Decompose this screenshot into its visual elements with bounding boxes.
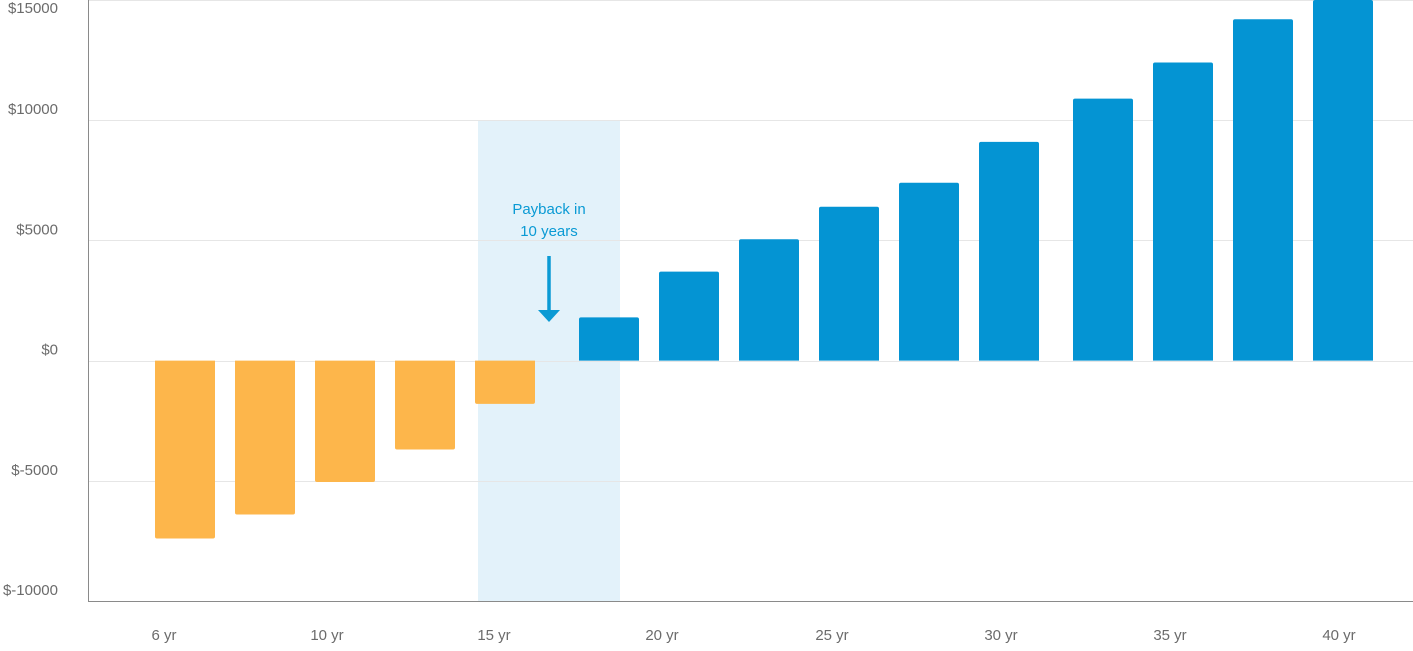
y-axis-tick-labels: $15000 $10000 $5000 $0 $-5000 $-10000 [3, 0, 58, 599]
x-tick-label: 40 yr [1322, 627, 1355, 644]
bar-9 [819, 206, 879, 361]
y-tick-label: $5000 [16, 221, 58, 238]
x-tick-label: 15 yr [477, 627, 510, 644]
x-tick-label: 25 yr [815, 627, 848, 644]
x-axis-tick-labels: 6 yr 10 yr 15 yr 20 yr 25 yr 30 yr 35 yr 40 yr [151, 627, 1355, 644]
bar-1 [155, 360, 215, 539]
payback-annotation: Payback in 10 years [512, 201, 586, 322]
bar-5 [475, 360, 535, 404]
arrow-down-icon [538, 310, 560, 322]
bar-7 [659, 271, 719, 361]
y-tick-label: $0 [41, 342, 58, 359]
y-tick-label: $15000 [8, 0, 58, 17]
bar-11 [979, 141, 1039, 361]
bar-14 [1233, 19, 1293, 361]
bar-12 [1073, 98, 1133, 361]
annotation-line-1: Payback in [512, 201, 585, 218]
y-tick-label: $-10000 [3, 582, 58, 599]
bar-6 [579, 317, 639, 361]
bar-4 [395, 360, 455, 450]
x-tick-label: 35 yr [1153, 627, 1186, 644]
bar-2 [235, 360, 295, 515]
bar-8 [739, 239, 799, 361]
bars [155, 0, 1373, 539]
y-tick-label: $-5000 [11, 462, 58, 479]
bar-15 [1313, 0, 1373, 361]
bar-3 [315, 360, 375, 483]
bar-13 [1153, 62, 1213, 361]
x-tick-label: 6 yr [151, 627, 176, 644]
annotation-line-2: 10 years [520, 223, 578, 240]
x-tick-label: 10 yr [310, 627, 343, 644]
axes [88, 0, 1413, 602]
y-tick-label: $10000 [8, 101, 58, 118]
x-tick-label: 30 yr [984, 627, 1017, 644]
bar-10 [899, 182, 959, 361]
x-tick-label: 20 yr [645, 627, 678, 644]
